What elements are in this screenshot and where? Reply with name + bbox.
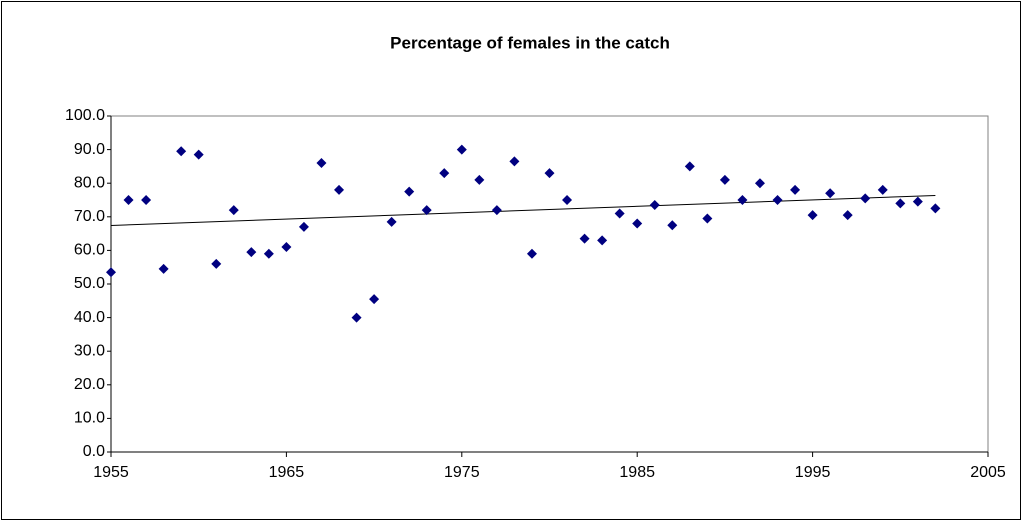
point — [228, 205, 239, 216]
point — [684, 161, 695, 172]
point — [544, 168, 555, 179]
point — [193, 149, 204, 160]
point — [439, 168, 450, 179]
trendline — [110, 194, 936, 227]
point — [860, 193, 871, 204]
point — [509, 156, 520, 167]
point — [158, 263, 169, 274]
point — [842, 210, 853, 221]
point — [386, 216, 397, 227]
point — [316, 158, 327, 169]
y-tick-label: 10.0 — [74, 410, 105, 427]
point — [579, 233, 590, 244]
point — [719, 174, 730, 185]
point — [807, 210, 818, 221]
point — [877, 184, 888, 195]
y-tick-label: 50.0 — [74, 275, 105, 292]
point — [667, 220, 678, 231]
point — [614, 208, 625, 219]
point — [334, 184, 345, 195]
x-tick-label: 2005 — [970, 464, 1006, 481]
y-tick-label: 90.0 — [74, 141, 105, 158]
point — [404, 186, 415, 197]
point — [263, 248, 274, 259]
point — [649, 200, 660, 211]
x-tick-label: 1955 — [93, 464, 129, 481]
x-tick-label: 1975 — [444, 464, 480, 481]
y-tick-label: 100.0 — [65, 107, 105, 124]
x-tick-label: 1995 — [795, 464, 831, 481]
point — [526, 248, 537, 259]
point — [211, 258, 222, 269]
point — [912, 196, 923, 207]
y-tick-label: 70.0 — [74, 208, 105, 225]
point — [474, 174, 485, 185]
y-tick-label: 60.0 — [74, 242, 105, 259]
y-tick-label: 30.0 — [74, 342, 105, 359]
point — [176, 146, 187, 157]
point — [702, 213, 713, 224]
point — [895, 198, 906, 209]
point — [351, 312, 362, 323]
point — [141, 195, 152, 205]
point — [298, 221, 309, 232]
point — [790, 184, 801, 195]
point — [456, 144, 467, 155]
y-tick-label: 0.0 — [83, 443, 105, 460]
y-tick-label: 80.0 — [74, 174, 105, 191]
point — [754, 178, 765, 189]
point — [106, 267, 116, 278]
point — [562, 195, 573, 205]
point — [737, 195, 748, 205]
point — [491, 205, 502, 216]
chart-title: Percentage of females in the catch — [390, 33, 670, 52]
x-tick-label: 1985 — [619, 464, 655, 481]
point — [369, 294, 380, 305]
point — [281, 242, 292, 253]
y-tick-label: 40.0 — [74, 309, 105, 326]
point — [825, 188, 836, 199]
point — [123, 195, 134, 205]
point — [421, 205, 432, 216]
y-tick-label: 20.0 — [74, 376, 105, 393]
point — [632, 218, 643, 229]
point — [246, 247, 257, 258]
point — [772, 195, 783, 205]
point — [597, 235, 608, 246]
x-tick-label: 1965 — [269, 464, 305, 481]
point — [930, 203, 941, 214]
